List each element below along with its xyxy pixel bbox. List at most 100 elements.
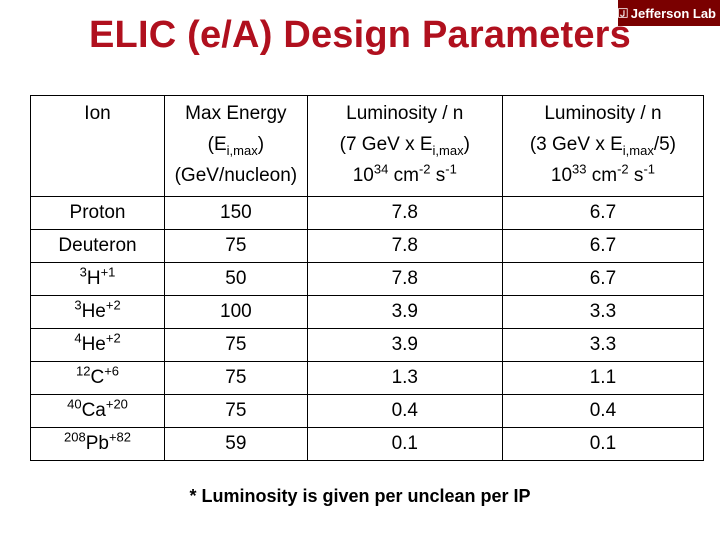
cell-max-energy: 75 bbox=[164, 394, 308, 428]
header-superscript: -2 bbox=[617, 161, 629, 177]
header-text: /5) bbox=[653, 134, 677, 155]
table-row: 3He+2 100 3.9 3.3 bbox=[29, 295, 705, 329]
header-text: s bbox=[628, 165, 644, 186]
header-superscript: 33 bbox=[572, 161, 587, 177]
cell-luminosity-3gev: 6.7 bbox=[501, 196, 705, 230]
header-max-energy: Max Energy (Ei,max) (GeV/nucleon) bbox=[164, 95, 308, 197]
header-lumi3-line3: 1033 cm-2 s-1 bbox=[503, 160, 703, 191]
ion-name: Pb bbox=[85, 433, 109, 454]
header-superscript: -1 bbox=[445, 161, 457, 177]
cell-luminosity-7gev: 7.8 bbox=[306, 262, 503, 296]
ion-name: H bbox=[86, 268, 101, 289]
cell-max-energy: 100 bbox=[164, 295, 308, 329]
logo-text: Jefferson Lab bbox=[630, 5, 716, 21]
header-max-energy-line1: Max Energy bbox=[185, 103, 287, 124]
header-lumi7-line2: (7 GeV x Ei,max) bbox=[308, 129, 502, 160]
ion-name: C bbox=[90, 367, 105, 388]
cell-luminosity-7gev: 7.8 bbox=[306, 229, 503, 263]
cell-max-energy: 75 bbox=[164, 229, 308, 263]
cell-max-energy: 75 bbox=[164, 328, 308, 362]
ion-charge: +2 bbox=[105, 297, 121, 313]
table-row: 4He+2 75 3.9 3.3 bbox=[29, 328, 705, 362]
header-subscript: i,max bbox=[622, 142, 654, 158]
cell-ion: 208Pb+82 bbox=[29, 427, 166, 461]
ion-charge: +20 bbox=[105, 396, 128, 412]
header-text: (3 GeV x E bbox=[529, 134, 623, 155]
ion-mass-number: 4 bbox=[74, 330, 82, 346]
header-text: ) bbox=[463, 134, 470, 155]
header-text: 10 bbox=[352, 165, 374, 186]
cell-luminosity-3gev: 1.1 bbox=[501, 361, 705, 395]
table-row: Deuteron 75 7.8 6.7 bbox=[29, 229, 705, 263]
cell-max-energy: 150 bbox=[164, 196, 308, 230]
jefferson-lab-logo: Jefferson Lab bbox=[618, 0, 720, 26]
cell-luminosity-3gev: 3.3 bbox=[501, 295, 705, 329]
cell-ion: Deuteron bbox=[29, 229, 166, 263]
header-lumi3-line1: Luminosity / n bbox=[544, 103, 662, 124]
header-superscript: 34 bbox=[373, 161, 389, 177]
ion-name: He bbox=[81, 334, 106, 355]
cell-max-energy: 75 bbox=[164, 361, 308, 395]
table-body: Proton 150 7.8 6.7 Deuteron 75 7.8 6.7 3H+1 50 7.8… bbox=[29, 196, 705, 461]
cell-luminosity-7gev: 1.3 bbox=[306, 361, 503, 395]
cell-luminosity-3gev: 3.3 bbox=[501, 328, 705, 362]
ion-mass-number: 40 bbox=[67, 396, 82, 412]
cell-luminosity-3gev: 0.1 bbox=[501, 427, 705, 461]
cell-ion: 12C+6 bbox=[29, 361, 166, 395]
cell-ion: 40Ca+20 bbox=[29, 394, 166, 428]
cell-luminosity-7gev: 3.9 bbox=[306, 328, 503, 362]
header-ion: Ion bbox=[29, 95, 166, 197]
ion-name: Deuteron bbox=[58, 235, 137, 256]
ion-name: He bbox=[81, 301, 106, 322]
header-text: (7 GeV x E bbox=[339, 134, 433, 155]
ion-charge: +1 bbox=[100, 264, 116, 280]
cell-luminosity-7gev: 0.1 bbox=[306, 427, 503, 461]
header-superscript: -2 bbox=[418, 161, 431, 177]
cell-ion: 3H+1 bbox=[29, 262, 166, 296]
header-text: cm bbox=[586, 165, 618, 186]
table-header-row: Ion Max Energy (Ei,max) (GeV/nucleon) Lu… bbox=[29, 95, 705, 197]
cell-luminosity-3gev: 6.7 bbox=[501, 262, 705, 296]
ion-mass-number: 3 bbox=[74, 297, 82, 313]
ion-mass-number: 208 bbox=[64, 429, 86, 445]
cell-ion: Proton bbox=[29, 196, 166, 230]
ion-mass-number: 3 bbox=[79, 264, 87, 280]
cell-luminosity-7gev: 3.9 bbox=[306, 295, 503, 329]
design-parameters-table: Ion Max Energy (Ei,max) (GeV/nucleon) Lu… bbox=[29, 95, 705, 461]
header-superscript: -1 bbox=[643, 161, 655, 177]
cell-ion: 4He+2 bbox=[29, 328, 166, 362]
header-lumi7-line3: 1034 cm-2 s-1 bbox=[308, 160, 502, 191]
header-text: ) bbox=[257, 134, 265, 155]
cell-luminosity-7gev: 7.8 bbox=[306, 196, 503, 230]
header-max-energy-line3: (GeV/nucleon) bbox=[174, 165, 298, 186]
header-luminosity-7gev: Luminosity / n (7 GeV x Ei,max) 1034 cm-… bbox=[306, 95, 503, 197]
header-text: 10 bbox=[550, 165, 573, 186]
jefferson-lab-logo-icon bbox=[618, 8, 628, 18]
header-text: cm bbox=[388, 165, 419, 186]
cell-luminosity-3gev: 0.4 bbox=[501, 394, 705, 428]
header-lumi7-line1: Luminosity / n bbox=[346, 103, 464, 124]
header-text: s bbox=[430, 165, 446, 186]
header-text: (E bbox=[207, 134, 227, 155]
ion-charge: +82 bbox=[108, 429, 132, 445]
cell-max-energy: 59 bbox=[164, 427, 308, 461]
table-row: 208Pb+82 59 0.1 0.1 bbox=[29, 427, 705, 461]
header-luminosity-3gev: Luminosity / n (3 GeV x Ei,max/5) 1033 c… bbox=[501, 95, 705, 197]
table-row: 40Ca+20 75 0.4 0.4 bbox=[29, 394, 705, 428]
header-subscript: i,max bbox=[432, 142, 464, 158]
slide-title: ELIC (e/A) Design Parameters bbox=[89, 14, 631, 56]
luminosity-footnote: * Luminosity is given per unclean per IP bbox=[189, 486, 531, 506]
cell-luminosity-3gev: 6.7 bbox=[501, 229, 705, 263]
cell-max-energy: 50 bbox=[164, 262, 308, 296]
cell-luminosity-7gev: 0.4 bbox=[306, 394, 503, 428]
ion-charge: +2 bbox=[105, 330, 121, 346]
header-max-energy-line2: (Ei,max) bbox=[165, 129, 307, 160]
cell-ion: 3He+2 bbox=[29, 295, 166, 329]
table-row: Proton 150 7.8 6.7 bbox=[29, 196, 705, 230]
header-ion-label: Ion bbox=[84, 103, 111, 124]
table-row: 3H+1 50 7.8 6.7 bbox=[29, 262, 705, 296]
header-subscript: i,max bbox=[226, 142, 258, 158]
table-row: 12C+6 75 1.3 1.1 bbox=[29, 361, 705, 395]
ion-name: Ca bbox=[81, 400, 106, 421]
header-lumi3-line2: (3 GeV x Ei,max/5) bbox=[503, 129, 703, 160]
